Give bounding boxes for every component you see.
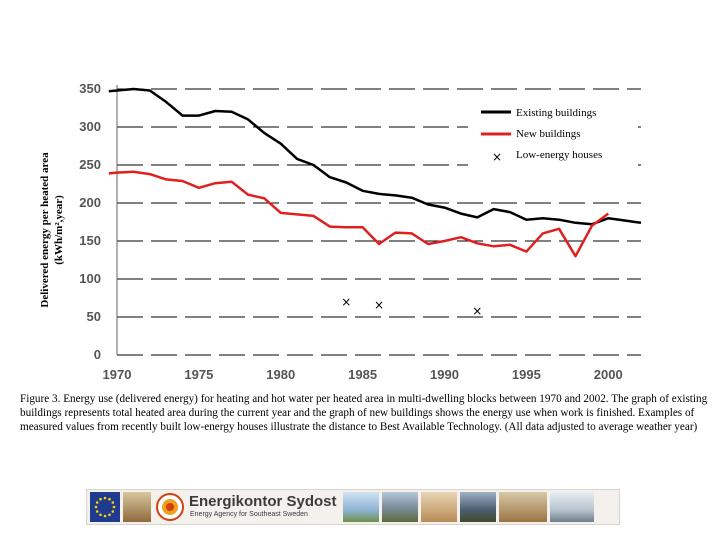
series-line-existing bbox=[108, 87, 642, 226]
eu-flag-icon bbox=[90, 492, 120, 522]
y-tick-label: 0 bbox=[94, 347, 101, 362]
brand-name: Energikontor Sydost bbox=[189, 493, 337, 510]
energikontor-logo-icon bbox=[155, 492, 185, 522]
x-tick-label: 1980 bbox=[266, 367, 295, 382]
brand-block: Energikontor Sydost Energy Agency for So… bbox=[189, 492, 337, 522]
x-tick-label: 1975 bbox=[184, 367, 213, 382]
low-energy-markers: × × × bbox=[341, 295, 482, 318]
legend-label-new: New buildings bbox=[516, 128, 580, 140]
y-tick-label: 100 bbox=[79, 271, 101, 286]
brand-subtitle: Energy Agency for Southeast Sweden bbox=[190, 511, 308, 518]
low-energy-point: × bbox=[374, 298, 384, 312]
legend-marker-low-energy: × bbox=[492, 150, 502, 164]
wood-pellets-photo bbox=[421, 492, 457, 522]
y-axis-label-line1: Delivered energy per heated area bbox=[39, 152, 51, 308]
steam-photo bbox=[550, 492, 594, 522]
series-lines bbox=[108, 87, 642, 258]
low-energy-point: × bbox=[472, 304, 482, 318]
y-tick-labels: 0 50 100 150 200 250 300 350 bbox=[79, 81, 101, 362]
y-tick-label: 250 bbox=[79, 157, 101, 172]
x-tick-label: 1985 bbox=[348, 367, 377, 382]
landscape-photo bbox=[382, 492, 418, 522]
y-axis-label: Delivered energy per heated area (kWh/m²… bbox=[39, 152, 65, 308]
y-tick-label: 300 bbox=[79, 119, 101, 134]
x-tick-label: 1995 bbox=[512, 367, 541, 382]
x-tick-labels: 1970 1975 1980 1985 1990 1995 2000 bbox=[103, 367, 623, 382]
wind-turbines-photo bbox=[343, 492, 379, 522]
legend-label-existing: Existing buildings bbox=[516, 107, 596, 119]
y-tick-label: 200 bbox=[79, 195, 101, 210]
x-tick-label: 1990 bbox=[430, 367, 459, 382]
y-tick-label: 50 bbox=[87, 309, 101, 324]
legend: Existing buildings New buildings × Low-e… bbox=[468, 98, 638, 170]
figure-caption: Figure 3. Energy use (delivered energy) … bbox=[20, 393, 708, 433]
y-axis-label-line2: (kWh/m²,year) bbox=[53, 195, 65, 265]
wood-chips-photo bbox=[499, 492, 547, 522]
photo-icon bbox=[123, 492, 151, 522]
series-line-new bbox=[108, 170, 610, 258]
y-tick-label: 350 bbox=[79, 81, 101, 96]
x-tick-label: 1970 bbox=[103, 367, 132, 382]
low-energy-point: × bbox=[341, 295, 351, 309]
house-photo bbox=[460, 492, 496, 522]
y-tick-label: 150 bbox=[79, 233, 101, 248]
grid-lines bbox=[116, 85, 641, 356]
footer-banner: Energikontor Sydost Energy Agency for So… bbox=[86, 489, 620, 525]
x-tick-label: 2000 bbox=[594, 367, 623, 382]
legend-label-low-energy: Low-energy houses bbox=[516, 149, 602, 161]
